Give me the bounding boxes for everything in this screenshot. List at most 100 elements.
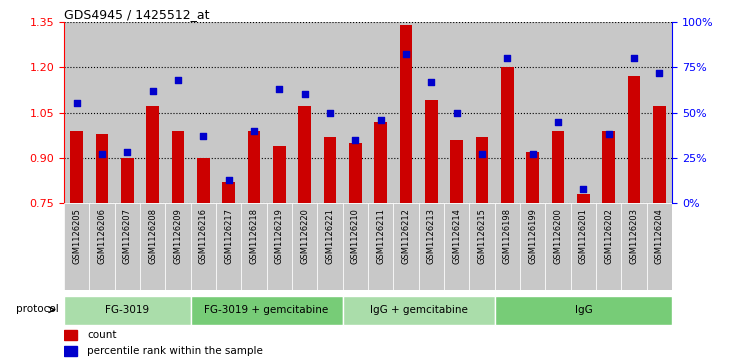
Bar — [495, 203, 520, 290]
Bar — [621, 203, 647, 290]
Bar — [146, 106, 159, 203]
Text: count: count — [87, 330, 116, 340]
Text: GSM1126199: GSM1126199 — [528, 208, 537, 264]
Bar — [140, 203, 165, 290]
Bar — [241, 22, 267, 203]
Bar — [95, 134, 108, 203]
Bar — [70, 131, 83, 203]
Bar — [425, 101, 438, 203]
Bar — [552, 131, 565, 203]
Point — [628, 55, 640, 61]
Bar — [165, 22, 191, 203]
Bar — [115, 203, 140, 290]
Bar — [419, 22, 444, 203]
Bar — [273, 146, 285, 203]
Bar — [324, 137, 336, 203]
Point — [222, 177, 234, 183]
Text: GSM1126201: GSM1126201 — [579, 208, 588, 264]
Bar — [64, 346, 77, 356]
Point — [526, 151, 538, 157]
Bar — [292, 22, 317, 203]
Bar — [89, 22, 115, 203]
Point — [578, 186, 590, 192]
Text: FG-3019 + gemcitabine: FG-3019 + gemcitabine — [204, 305, 329, 315]
Bar — [451, 140, 463, 203]
Bar — [342, 203, 368, 290]
Text: GSM1126217: GSM1126217 — [224, 208, 233, 264]
Bar — [545, 203, 571, 290]
Bar — [165, 203, 191, 290]
Bar — [191, 203, 216, 290]
Point — [299, 91, 311, 97]
Text: GSM1126200: GSM1126200 — [553, 208, 562, 264]
Point — [198, 133, 210, 139]
Point — [71, 101, 83, 106]
Text: GSM1126221: GSM1126221 — [325, 208, 334, 264]
Text: GSM1126212: GSM1126212 — [402, 208, 411, 264]
Point — [349, 137, 361, 143]
Text: percentile rank within the sample: percentile rank within the sample — [87, 346, 263, 356]
Bar — [596, 203, 622, 290]
Text: GSM1126205: GSM1126205 — [72, 208, 81, 264]
Text: GSM1126209: GSM1126209 — [173, 208, 182, 264]
Bar — [571, 203, 596, 290]
Bar — [64, 295, 191, 325]
Point — [121, 150, 133, 155]
Bar — [520, 203, 545, 290]
Point — [375, 117, 387, 123]
Bar — [419, 203, 444, 290]
Bar — [647, 22, 672, 203]
Text: GSM1126204: GSM1126204 — [655, 208, 664, 264]
Bar — [647, 203, 672, 290]
Bar — [248, 131, 261, 203]
Bar — [444, 22, 469, 203]
Text: GSM1126203: GSM1126203 — [629, 208, 638, 264]
Text: GSM1126214: GSM1126214 — [452, 208, 461, 264]
Bar — [621, 22, 647, 203]
Bar — [292, 203, 317, 290]
Bar — [222, 182, 235, 203]
Point — [425, 79, 437, 85]
Text: protocol: protocol — [16, 304, 59, 314]
Text: GSM1126198: GSM1126198 — [503, 208, 512, 264]
Bar — [374, 122, 387, 203]
Text: GSM1126202: GSM1126202 — [605, 208, 614, 264]
Bar — [520, 22, 545, 203]
Bar — [89, 203, 115, 290]
Point — [400, 52, 412, 57]
Bar — [469, 203, 495, 290]
Bar — [495, 22, 520, 203]
Bar — [368, 22, 394, 203]
Text: GDS4945 / 1425512_at: GDS4945 / 1425512_at — [64, 8, 210, 21]
Bar — [64, 22, 89, 203]
Bar — [197, 158, 210, 203]
Bar — [171, 131, 184, 203]
Point — [172, 77, 184, 83]
Text: GSM1126207: GSM1126207 — [122, 208, 131, 264]
Text: GSM1126216: GSM1126216 — [199, 208, 208, 264]
Text: GSM1126206: GSM1126206 — [98, 208, 107, 264]
Point — [451, 110, 463, 115]
Bar — [342, 295, 495, 325]
Point — [248, 128, 260, 134]
Bar — [571, 22, 596, 203]
Point — [146, 88, 158, 94]
Bar — [495, 295, 672, 325]
Bar — [628, 76, 641, 203]
Bar — [191, 295, 342, 325]
Text: GSM1126208: GSM1126208 — [148, 208, 157, 264]
Bar — [545, 22, 571, 203]
Bar — [121, 158, 134, 203]
Bar — [64, 203, 89, 290]
Bar — [501, 67, 514, 203]
Text: IgG: IgG — [575, 305, 593, 315]
Bar — [394, 203, 419, 290]
Bar — [368, 203, 394, 290]
Bar — [394, 22, 419, 203]
Point — [476, 151, 488, 157]
Bar — [64, 330, 77, 340]
Bar — [400, 25, 412, 203]
Bar — [298, 106, 311, 203]
Bar — [267, 22, 292, 203]
Bar — [444, 203, 469, 290]
